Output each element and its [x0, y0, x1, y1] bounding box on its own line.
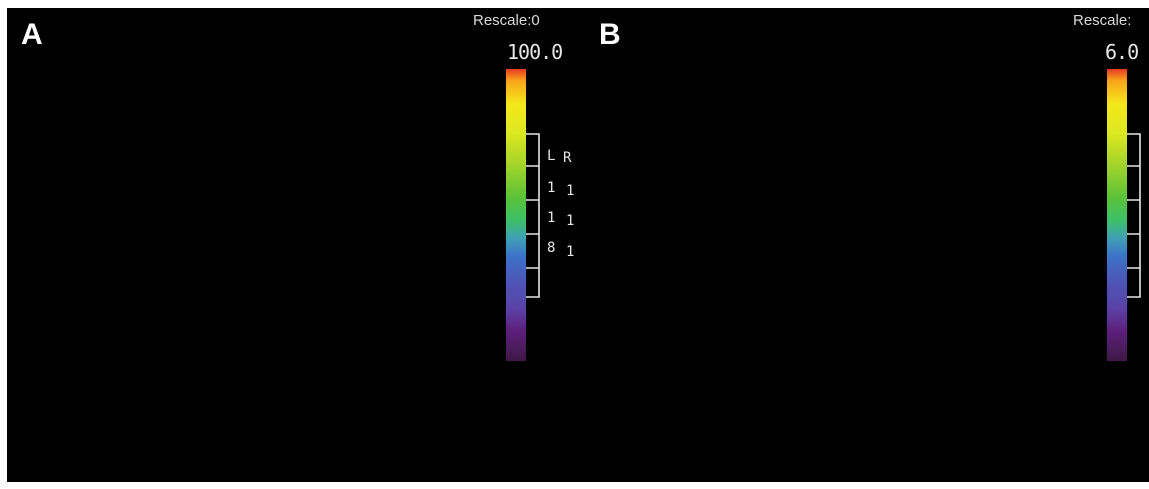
scale-max-value: 6.0	[1105, 40, 1139, 64]
panel-b: B Rescale: 6.0	[589, 8, 1149, 482]
rescale-label: Rescale:	[1073, 12, 1132, 29]
right-value: 1	[566, 244, 575, 260]
scale-brackets	[526, 133, 540, 298]
color-scale-bar	[506, 69, 526, 361]
scale-brackets	[1127, 133, 1141, 298]
column-header-right: R	[563, 150, 572, 166]
rescale-label: Rescale:0	[473, 12, 540, 29]
panel-letter: B	[599, 18, 621, 51]
column-header-left: L	[547, 148, 556, 164]
right-value: 1	[566, 213, 575, 229]
left-value: 1	[547, 180, 556, 196]
panel-a: A Rescale:0 100.0 L R 1 1 1 1 8 1	[7, 8, 589, 482]
left-value: 1	[547, 210, 556, 226]
color-scale-bar	[1107, 69, 1127, 361]
panel-letter: A	[21, 18, 43, 51]
right-value: 1	[566, 183, 575, 199]
left-value: 8	[547, 240, 556, 256]
scale-max-value: 100.0	[507, 40, 563, 64]
